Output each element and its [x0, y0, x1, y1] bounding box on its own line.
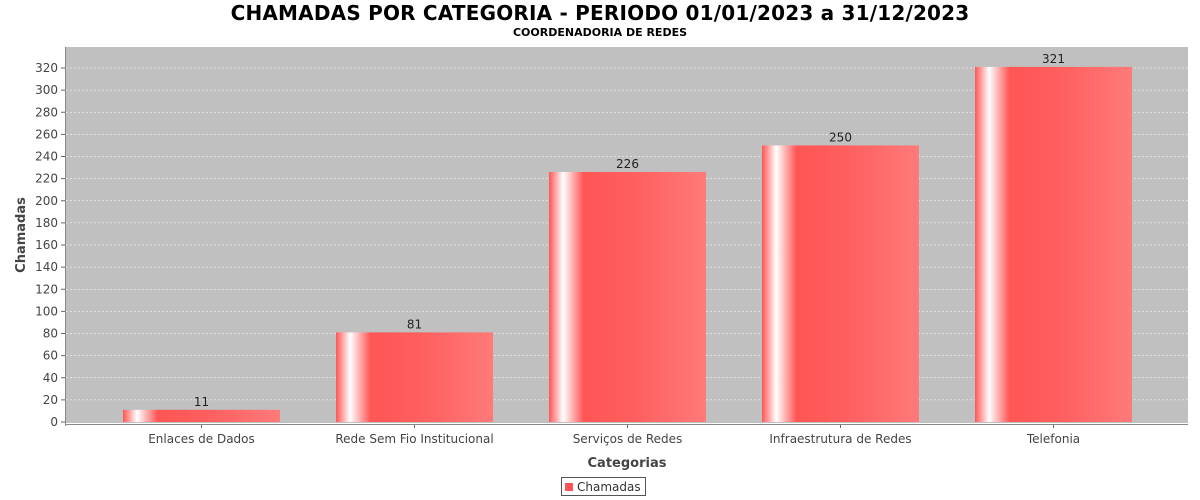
y-tick-label: 260	[35, 127, 58, 141]
y-tick-label: 120	[35, 282, 58, 296]
y-tick-label: 240	[35, 150, 58, 164]
y-tick-label: 0	[50, 415, 58, 429]
y-axis-title: Chamadas	[14, 197, 29, 273]
x-tick-label: Infraestrutura de Redes	[769, 432, 911, 446]
bar	[336, 332, 493, 422]
data-label: 226	[616, 157, 639, 171]
legend: Chamadas	[561, 477, 646, 496]
value-labels: 11 81 226 250 321	[194, 52, 1065, 409]
y-tick-label: 300	[35, 83, 58, 97]
y-tick-label: 160	[35, 238, 58, 252]
x-tick-label: Serviços de Redes	[573, 432, 683, 446]
y-tick-label: 140	[35, 260, 58, 274]
legend-swatch	[565, 482, 573, 491]
x-tick-label: Rede Sem Fio Institucional	[335, 432, 493, 446]
legend-label: Chamadas	[577, 479, 641, 494]
y-tick-label: 40	[43, 371, 58, 385]
data-label: 11	[194, 395, 209, 409]
y-tick-label: 20	[43, 393, 58, 407]
x-tick-label: Telefonia	[1026, 432, 1080, 446]
chart-title: CHAMADAS POR CATEGORIA - PERIODO 01/01/2…	[230, 1, 970, 25]
data-label: 250	[829, 130, 852, 144]
y-tick-label: 200	[35, 194, 58, 208]
y-tick-label: 280	[35, 105, 58, 119]
chart-subtitle: COORDENADORIA DE REDES	[512, 26, 688, 39]
data-label: 321	[1042, 52, 1065, 66]
bar	[762, 145, 919, 422]
y-tick-label: 180	[35, 216, 58, 230]
y-tick-label: 320	[35, 61, 58, 75]
y-tick-label: 100	[35, 304, 58, 318]
x-axis: Enlaces de Dados Rede Sem Fio Institucion…	[66, 424, 1188, 446]
x-axis-title: Categorias	[588, 456, 667, 471]
y-tick-label: 80	[43, 327, 58, 341]
bars	[123, 66, 1132, 423]
bar	[975, 66, 1132, 423]
data-label: 81	[407, 317, 422, 331]
y-axis: 0 20 40 60 80 100 120 140 160 180 200 220 240 260 280 3…	[35, 47, 66, 429]
bar	[549, 171, 706, 422]
y-tick-label: 220	[35, 172, 58, 186]
bar	[123, 409, 280, 422]
x-tick-label: Enlaces de Dados	[148, 432, 255, 446]
y-tick-label: 60	[43, 349, 58, 363]
